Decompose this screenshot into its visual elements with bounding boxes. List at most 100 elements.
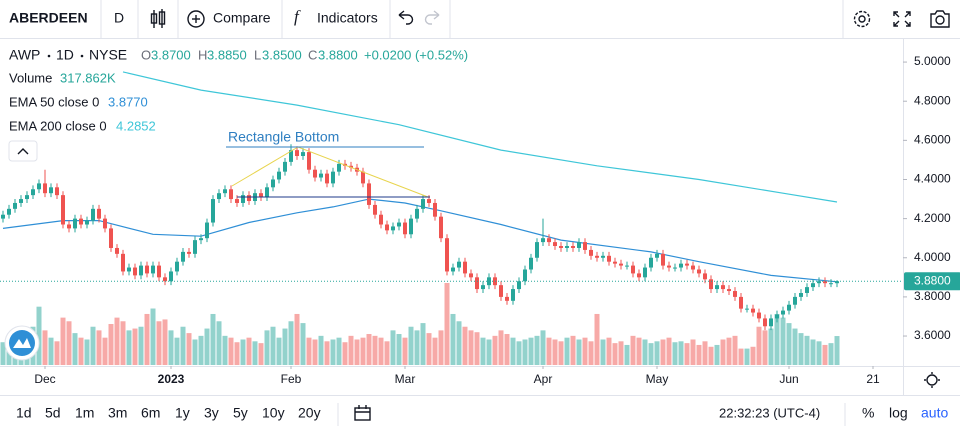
candle-body — [331, 171, 335, 184]
volume-bar — [504, 334, 510, 365]
candle-body — [757, 312, 761, 319]
legend-low: 3.8500 — [262, 47, 302, 62]
candle-body — [397, 222, 401, 227]
volume-bar — [702, 341, 708, 365]
volume-bar — [774, 313, 780, 365]
candle-body — [661, 253, 665, 266]
compare-icon[interactable] — [187, 10, 205, 28]
candle-body — [127, 267, 131, 272]
candle-body — [697, 269, 701, 274]
y-tick-label: 3.8000 — [914, 289, 951, 303]
indicators-icon[interactable]: f — [294, 7, 301, 26]
volume-bar — [528, 337, 534, 365]
volume-bar — [624, 344, 630, 365]
volume-bar — [72, 333, 78, 365]
volume-bar — [132, 328, 138, 365]
volume-bar — [204, 328, 210, 365]
volume-bar — [66, 321, 72, 365]
fullscreen-icon[interactable] — [893, 11, 911, 27]
volume-bar — [666, 337, 672, 365]
legend-open: 3.8700 — [151, 47, 191, 62]
candle-body — [283, 161, 287, 172]
settings-icon[interactable] — [853, 10, 871, 28]
candle-body — [367, 183, 371, 205]
range-button[interactable]: 10y — [262, 405, 285, 421]
candle-body — [829, 283, 833, 285]
candle-body — [799, 292, 803, 297]
range-button[interactable]: 3m — [108, 405, 127, 421]
legend-interval: 1D — [56, 47, 74, 63]
volume-bar — [42, 330, 48, 365]
volume-bar — [618, 341, 624, 365]
candle-body — [505, 296, 509, 301]
candle-body — [289, 150, 293, 162]
volume-bar — [168, 330, 174, 365]
collapse-legend-button[interactable] — [8, 140, 38, 162]
candle-body — [259, 193, 263, 198]
candle-body — [271, 179, 275, 188]
candle-body — [679, 263, 683, 268]
symbol-search[interactable]: ABERDEEN — [9, 10, 88, 26]
candle-body — [469, 273, 473, 278]
volume-bar — [144, 313, 150, 365]
candle-body — [481, 285, 485, 290]
candle-body — [109, 228, 113, 248]
candle-body — [115, 247, 119, 254]
redo-icon[interactable] — [424, 10, 440, 25]
date-range-icon[interactable] — [354, 405, 371, 421]
candle-body — [85, 220, 89, 225]
candle-body — [727, 289, 731, 292]
candle-body — [247, 195, 251, 202]
volume-bar — [402, 337, 408, 365]
time-axis-settings[interactable] — [924, 372, 940, 388]
chart-type-icon[interactable] — [150, 9, 166, 28]
candle-body — [751, 308, 755, 313]
percent-toggle[interactable]: % — [862, 405, 874, 421]
indicators-button[interactable]: Indicators — [317, 10, 378, 26]
volume-bar — [648, 343, 654, 365]
volume-bar — [180, 326, 186, 365]
candle-body — [655, 253, 659, 258]
volume-bar — [246, 337, 252, 365]
x-tick-label: Dec — [34, 372, 55, 386]
undo-icon[interactable] — [398, 10, 414, 25]
dot — [47, 54, 51, 58]
compare-button[interactable]: Compare — [213, 10, 271, 26]
volume-bar — [198, 335, 204, 365]
candle-body — [643, 267, 647, 278]
volume-bar — [696, 344, 702, 365]
rectangle-drawing[interactable]: Rectangle Bottom — [226, 129, 430, 198]
range-button[interactable]: 5y — [233, 405, 248, 421]
range-button[interactable]: 1y — [175, 405, 190, 421]
volume-bar — [522, 339, 528, 365]
volume-bar — [612, 343, 618, 365]
range-button[interactable]: 20y — [298, 405, 321, 421]
volume-bar — [450, 313, 456, 365]
screenshot-icon[interactable] — [930, 10, 950, 28]
candle-body — [295, 150, 299, 157]
range-button[interactable]: 5d — [45, 405, 61, 421]
candle-body — [37, 183, 41, 190]
volume-bar — [264, 330, 270, 365]
range-button[interactable]: 1m — [75, 405, 94, 421]
range-button[interactable]: 1d — [16, 405, 32, 421]
volume-bar — [0, 342, 6, 365]
volume-bar — [828, 343, 834, 365]
interval-button[interactable]: D — [114, 10, 124, 26]
log-toggle[interactable]: log — [889, 405, 908, 421]
range-button[interactable]: 3y — [204, 405, 219, 421]
volume-bar — [786, 323, 792, 365]
candle-body — [337, 163, 341, 172]
x-tick-label: Apr — [534, 372, 553, 386]
y-tick-label: 3.6000 — [914, 328, 951, 342]
volume-bar — [234, 342, 240, 365]
auto-toggle[interactable]: auto — [921, 405, 948, 421]
volume-bar — [630, 335, 636, 365]
candle-body — [361, 171, 365, 184]
candle-body — [379, 214, 383, 225]
candle-body — [91, 208, 95, 221]
legend-ema200-value: 4.2852 — [116, 118, 156, 133]
range-button[interactable]: 6m — [141, 405, 160, 421]
candle-body — [49, 187, 53, 194]
